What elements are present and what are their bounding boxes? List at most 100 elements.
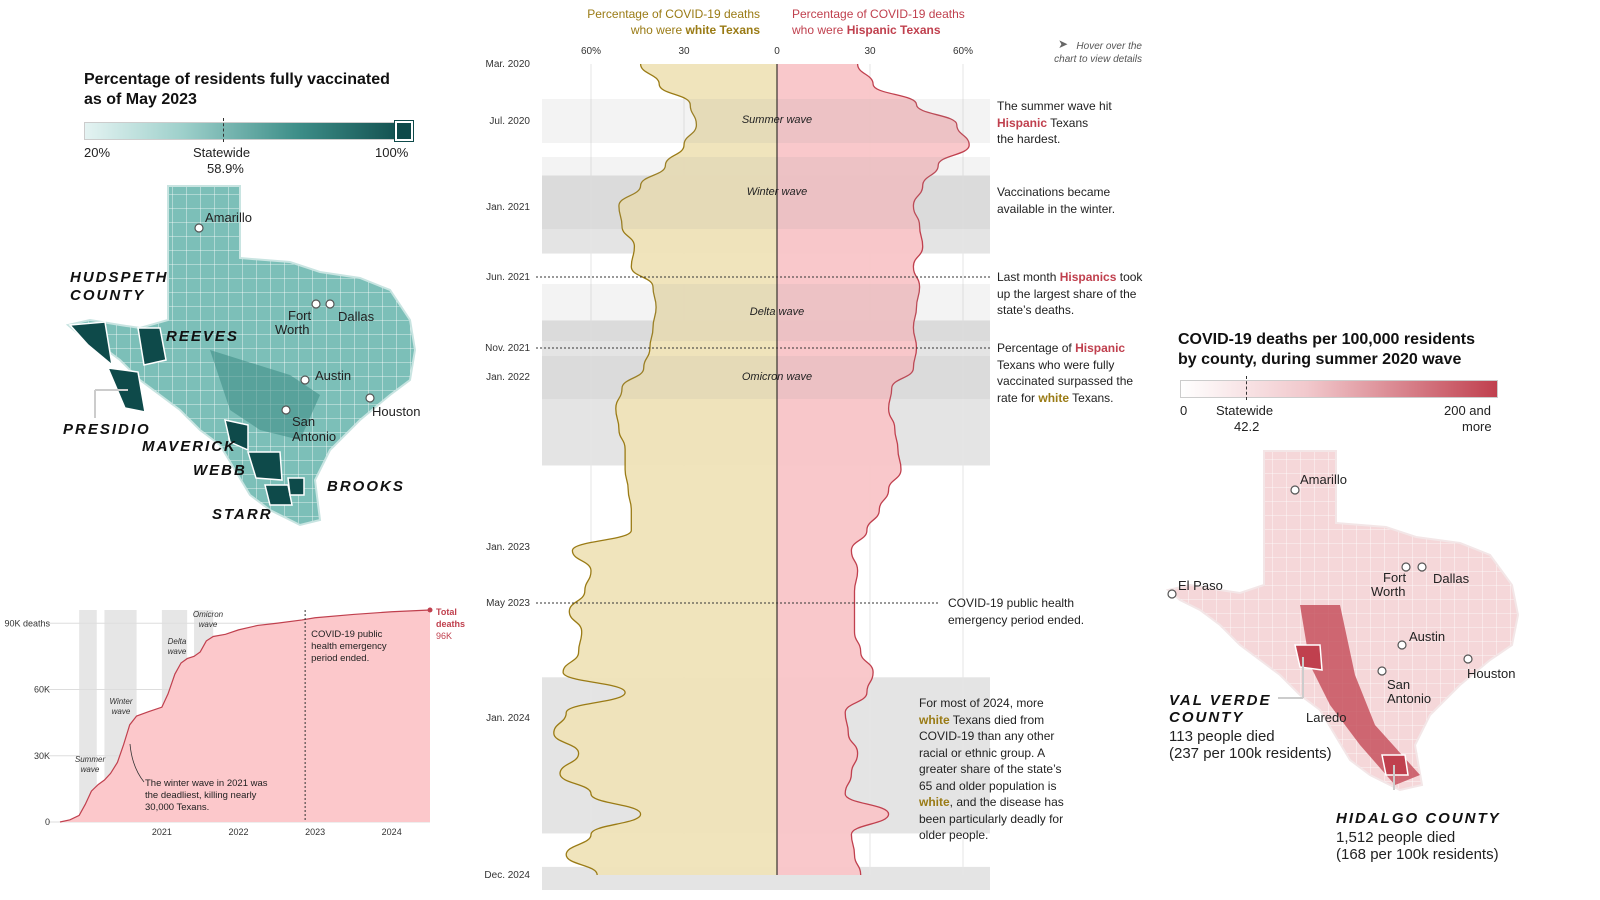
vax-city-worth: Worth bbox=[275, 322, 310, 337]
hover-hint: ➤ Hover over the chart to view details bbox=[1030, 37, 1142, 66]
cum-ytick-0: 90K deaths bbox=[4, 618, 50, 628]
share-date-0: Mar. 2020 bbox=[486, 59, 531, 70]
vax-legend-bar bbox=[84, 122, 411, 140]
cursor-icon: ➤ bbox=[1058, 37, 1069, 51]
cum-area bbox=[60, 610, 430, 822]
deaths-title-line1: COVID-19 deaths per 100,000 residents bbox=[1178, 331, 1476, 348]
valverde-rate: (237 per 100k residents) bbox=[1169, 745, 1332, 762]
cum-ytick-3: 0 bbox=[45, 817, 50, 827]
vax-map-title: Percentage of residents fully vaccinated… bbox=[84, 70, 444, 110]
cum-ytick-2: 30K bbox=[34, 751, 50, 761]
vax-city-austin: Austin bbox=[315, 368, 352, 383]
ann-may-l2: emergency period ended. bbox=[948, 612, 1085, 627]
cum-band-summer-2: wave bbox=[81, 765, 100, 774]
vax-legend-statewide-tick bbox=[223, 118, 224, 142]
deaths-city-antonio: Antonio bbox=[1387, 691, 1432, 706]
cumulative-deaths-chart: 90K deaths 60K 30K 0 2021 2022 2023 2024 COVID-1… bbox=[4, 607, 465, 837]
share-date-1: Jul. 2020 bbox=[489, 116, 530, 127]
cum-winter-note-1: The winter wave in 2021 was bbox=[145, 778, 268, 789]
share-date-2: Jan. 2021 bbox=[486, 202, 530, 213]
header-hispanic: Percentage of COVID-19 deaths who were H… bbox=[792, 6, 992, 38]
ann-2024-l1: For most of 2024, more bbox=[919, 696, 1044, 710]
ann-may-l1: COVID-19 public health bbox=[948, 596, 1075, 610]
deaths-city-worth: Worth bbox=[1371, 584, 1406, 599]
hispanic-area bbox=[777, 64, 970, 875]
cum-band-0 bbox=[79, 610, 97, 822]
ann-2024-died: Texans died from bbox=[949, 712, 1045, 727]
ann-nov-pre: Percentage of bbox=[997, 341, 1076, 355]
cum-xtick-3: 2024 bbox=[382, 827, 402, 837]
cum-xtick-1: 2022 bbox=[228, 827, 248, 837]
ann-nov-white: white bbox=[1038, 390, 1070, 405]
vax-texas-map bbox=[65, 185, 417, 527]
vax-city-amarillo: Amarillo bbox=[205, 210, 252, 225]
ann-nov-rate: rate for bbox=[997, 390, 1039, 405]
cum-band-delta-2: wave bbox=[168, 647, 187, 656]
ann-summer-texans: Texans bbox=[1047, 115, 1089, 130]
share-wave-label-1: Winter wave bbox=[747, 186, 807, 198]
ann-2024-l5: greater share of the state’s bbox=[919, 762, 1062, 776]
ann-2024-white: white bbox=[919, 712, 950, 727]
cum-note-2: health emergency bbox=[311, 641, 387, 652]
vax-city-houston: Houston bbox=[372, 404, 421, 419]
share-wave-label-2: Delta wave bbox=[750, 306, 804, 318]
vax-east-dark bbox=[210, 350, 320, 440]
ann-summer-hisp: Hispanic bbox=[997, 115, 1048, 130]
deaths-fortworth-dot bbox=[1401, 562, 1411, 572]
cum-ytick-1: 60K bbox=[34, 685, 50, 695]
share-xtick-2: 0 bbox=[774, 46, 780, 57]
ann-2024-l9: older people. bbox=[919, 828, 989, 842]
vax-county-starr: STARR bbox=[212, 506, 273, 523]
ann-vacc: Vaccinations became available in the win… bbox=[997, 184, 1157, 217]
deaths-title-line2: by county, during summer 2020 wave bbox=[1178, 351, 1462, 368]
deaths-valverde-county bbox=[1294, 644, 1323, 671]
share-xtick-4: 60% bbox=[953, 46, 973, 57]
share-date-7: May 2023 bbox=[486, 598, 530, 609]
vax-starr-county bbox=[264, 484, 293, 506]
header-white: Percentage of COVID-19 deaths who were w… bbox=[560, 6, 760, 38]
ann-2024: For most of 2024, more white Texans died… bbox=[919, 695, 1094, 844]
deaths-texas-map bbox=[1165, 450, 1520, 792]
vax-legend-selected-swatch bbox=[394, 120, 414, 142]
vax-amarillo-dot bbox=[194, 223, 204, 233]
ann-2024-l2: white Texans died from bbox=[919, 712, 1094, 729]
ann-summer: The summer wave hit Hispanic Texans the … bbox=[997, 98, 1157, 148]
vax-city-dallas: Dallas bbox=[338, 309, 375, 324]
valverde-name1: VAL VERDE bbox=[1169, 692, 1272, 709]
hidalgo-died: 1,512 people died bbox=[1336, 829, 1456, 846]
vax-webb-county bbox=[246, 451, 283, 481]
hidalgo-label: HIDALGO COUNTY 1,512 people died (168 pe… bbox=[1336, 810, 1501, 863]
share-band-overlay-3 bbox=[542, 356, 990, 399]
ann-jun-l1: Last month Hispanics took bbox=[997, 269, 1167, 286]
deaths-south-dark bbox=[1300, 605, 1420, 785]
ann-nov-l4: rate for white Texans. bbox=[997, 390, 1167, 407]
cum-winter-note-3: 30,000 Texans. bbox=[145, 802, 209, 813]
cum-band-winter-2: wave bbox=[112, 707, 131, 716]
vax-legend-min: 20% bbox=[84, 145, 111, 160]
deaths-legend-statewide: Statewide bbox=[1216, 403, 1274, 418]
cum-band-winter-1: Winter bbox=[109, 697, 132, 706]
ann-jun-pre: Last month bbox=[997, 270, 1060, 284]
cum-note-1: COVID-19 public bbox=[311, 629, 383, 640]
hidalgo-name: HIDALGO COUNTY bbox=[1336, 810, 1501, 827]
valverde-label: VAL VERDE COUNTY 113 people died (237 pe… bbox=[1169, 692, 1332, 762]
vax-sanantonio-dot bbox=[281, 405, 291, 415]
deaths-houston-dot bbox=[1463, 654, 1473, 664]
header-white-bold: white Texans bbox=[685, 23, 760, 37]
deaths-city-houston: Houston bbox=[1467, 666, 1516, 681]
ann-2024-disease: , and the disease has bbox=[949, 795, 1064, 809]
ann-nov-l1: Percentage of Hispanic bbox=[997, 340, 1167, 357]
death-share-chart[interactable]: 60% 30 0 30 60% Mar. 2020 Jul. 2020 Jan. 2021 Ju… bbox=[470, 40, 1000, 890]
ann-nov-hisp: Hispanic bbox=[1075, 341, 1126, 355]
cum-band-summer-1: Summer bbox=[75, 755, 106, 764]
deaths-city-san: San bbox=[1387, 677, 1411, 692]
deaths-legend-max1: 200 and bbox=[1444, 403, 1491, 418]
vax-county-presidio: PRESIDIO bbox=[63, 421, 151, 438]
share-wave-label-0: Summer wave bbox=[742, 114, 812, 126]
share-wave-label-3: Omicron wave bbox=[742, 371, 812, 383]
deaths-austin-dot bbox=[1397, 640, 1407, 650]
ann-nov-l3: vaccinated surpassed the bbox=[997, 374, 1134, 388]
vax-city-antonio: Antonio bbox=[292, 429, 337, 444]
ann-jun-l2: up the largest share of the bbox=[997, 286, 1137, 301]
deaths-sanantonio-dot bbox=[1377, 666, 1387, 676]
